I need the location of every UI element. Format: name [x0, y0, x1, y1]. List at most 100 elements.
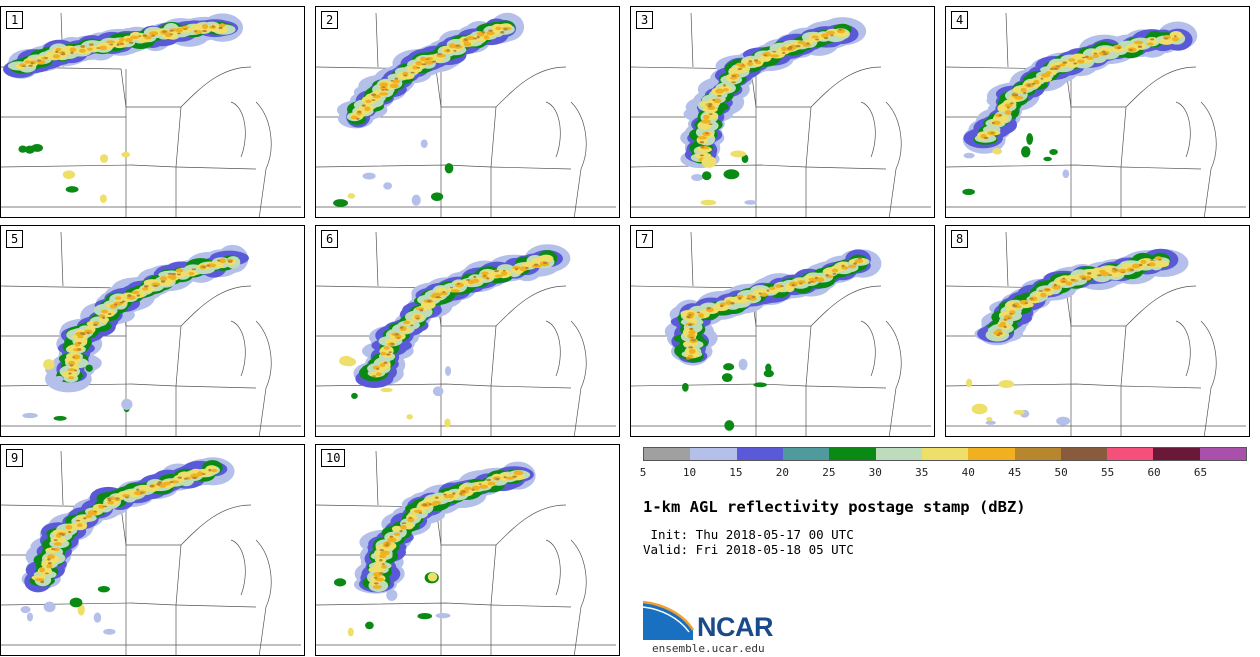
reflectivity-cell: [129, 41, 134, 44]
reflectivity-cell: [169, 29, 174, 32]
reflectivity-cell: [381, 86, 386, 88]
reflectivity-cell: [689, 336, 694, 339]
reflectivity-cell: [848, 264, 857, 269]
reflectivity-cell: [188, 271, 195, 276]
state-boundary: [175, 544, 182, 655]
colorbar-swatch: [736, 448, 783, 460]
reflectivity-cell: [389, 83, 399, 89]
reflectivity-cell: [1169, 30, 1183, 40]
scattered-echo: [435, 612, 451, 619]
reflectivity-cell: [439, 291, 448, 296]
reflectivity-cell: [763, 54, 768, 57]
state-boundary: [810, 66, 882, 108]
reflectivity-cell: [77, 348, 82, 351]
scattered-echo: [724, 420, 735, 431]
state-boundary: [545, 320, 561, 377]
reflectivity-cell: [830, 34, 834, 37]
reflectivity-cell: [1023, 92, 1027, 95]
reflectivity-cell: [1010, 102, 1014, 105]
ensemble-member-panel-1: 1: [0, 6, 305, 218]
reflectivity-cell: [1149, 259, 1155, 261]
reflectivity-cell: [102, 316, 106, 319]
reflectivity-cell: [420, 300, 436, 310]
colorbar-tick-label: 30: [868, 466, 882, 479]
reflectivity-cell: [815, 38, 820, 41]
reflectivity-cell: [79, 48, 86, 53]
reflectivity-cell: [375, 577, 385, 582]
state-boundary: [545, 101, 561, 158]
reflectivity-cell: [698, 313, 704, 318]
reflectivity-cell: [437, 53, 442, 56]
reflectivity-cell: [463, 38, 468, 40]
reflectivity-cell: [211, 25, 215, 28]
reflectivity-cell: [427, 299, 432, 303]
reflectivity-cell: [361, 104, 366, 107]
state-boundary: [946, 285, 1126, 327]
reflectivity-cell: [176, 273, 181, 276]
chart-title: 1-km AGL reflectivity postage stamp (dBZ…: [643, 498, 1026, 516]
member-label: 4: [951, 11, 969, 29]
state-boundary: [180, 66, 252, 108]
reflectivity-cell: [1153, 260, 1170, 268]
scattered-echo: [351, 392, 358, 399]
scattered-echo: [342, 357, 357, 367]
state-boundary: [885, 320, 902, 436]
reflectivity-cell: [379, 82, 389, 87]
scattered-echo: [1062, 169, 1070, 179]
reflectivity-cell: [691, 339, 697, 342]
ensemble-member-panel-2: 2: [315, 6, 620, 218]
reflectivity-cell: [183, 28, 188, 30]
reflectivity-cell: [1163, 37, 1169, 40]
reflectivity-cell: [1061, 280, 1066, 283]
scattered-echo: [1043, 156, 1052, 162]
reflectivity-cell: [28, 64, 33, 67]
member-label: 8: [951, 230, 969, 248]
reflectivity-cell: [165, 32, 173, 38]
reflectivity-cell: [841, 264, 845, 268]
reflectivity-cell: [1035, 75, 1052, 83]
reflectivity-cell: [1085, 55, 1089, 58]
reflectivity-cell: [436, 296, 442, 299]
reflectivity-cell: [51, 548, 56, 551]
scattered-echo: [963, 152, 975, 159]
reflectivity-cell: [138, 35, 142, 37]
reflectivity-cell: [400, 524, 407, 530]
reflectivity-cell: [381, 564, 387, 569]
reflectivity-cell: [139, 491, 144, 494]
reflectivity-cell: [533, 263, 539, 266]
reflectivity-cell: [481, 271, 489, 275]
colorbar-swatch: [690, 448, 737, 460]
reflectivity-cell: [36, 59, 42, 62]
reflectivity-cell: [998, 332, 1003, 335]
state-boundary: [375, 12, 379, 68]
state-boundary: [1005, 12, 1009, 68]
scattered-echo: [347, 627, 354, 637]
reflectivity-cell: [858, 257, 862, 260]
reflectivity-cell: [381, 89, 385, 91]
reflectivity-cell: [1024, 302, 1028, 305]
reflectivity-cell: [748, 60, 752, 63]
reflectivity-cell: [24, 60, 31, 64]
reflectivity-cell: [449, 286, 454, 289]
reflectivity-cell: [995, 328, 1002, 333]
reflectivity-cell: [689, 327, 694, 331]
state-boundary: [60, 231, 64, 287]
state-boundary: [690, 231, 694, 287]
ensemble-member-panel-8: 8: [945, 225, 1250, 437]
reflectivity-cell: [213, 25, 229, 34]
reflectivity-cell: [1173, 35, 1177, 37]
reflectivity-cell: [688, 330, 696, 335]
reflectivity-cell: [46, 564, 53, 569]
ensemble-member-panel-3: 3: [630, 6, 935, 218]
reflectivity-cell: [1030, 297, 1034, 300]
reflectivity-cell: [162, 481, 171, 486]
reflectivity-cell: [93, 323, 98, 326]
reflectivity-cell: [1100, 271, 1110, 277]
reflectivity-cell: [1020, 87, 1027, 93]
state-boundary: [180, 504, 252, 546]
reflectivity-cell: [494, 270, 499, 273]
reflectivity-cell: [1137, 45, 1143, 48]
reflectivity-cell: [114, 303, 118, 306]
colorbar-tick-label: 40: [961, 466, 975, 479]
state-boundary: [316, 504, 496, 546]
